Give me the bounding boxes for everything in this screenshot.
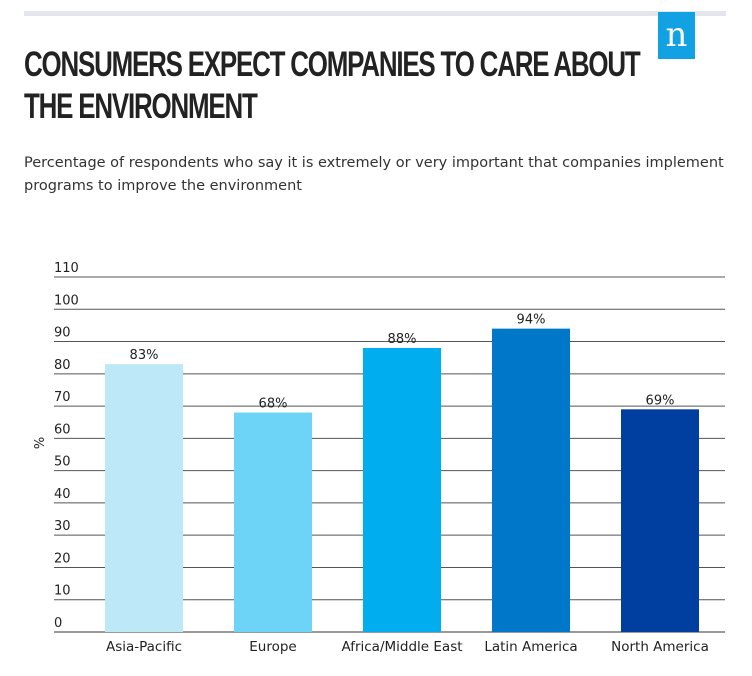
y-tick-label: 30 — [54, 519, 71, 534]
brand-logo: n — [658, 12, 695, 59]
data-label: 94% — [517, 313, 546, 328]
y-tick-label: 0 — [54, 616, 62, 631]
x-category-label: Europe — [249, 639, 296, 655]
y-tick-label: 110 — [54, 261, 79, 276]
bar — [492, 328, 570, 632]
y-tick-label: 40 — [54, 487, 71, 502]
data-labels: 83% 68% 88% 94% 69% — [130, 313, 675, 412]
bar — [363, 348, 441, 632]
y-tick-label: 60 — [54, 422, 71, 437]
y-tick-label: 20 — [54, 551, 71, 566]
x-category-label: North America — [611, 639, 709, 655]
chart-subtitle: Percentage of respondents who say it is … — [24, 155, 724, 194]
chart-title: CONSUMERS EXPECT COMPANIES TO CARE ABOUT… — [24, 45, 641, 126]
bars — [105, 328, 699, 632]
bar — [621, 409, 699, 632]
y-tick-label: 80 — [54, 358, 71, 373]
data-label: 88% — [388, 332, 417, 347]
x-category-label: Africa/Middle East — [341, 639, 462, 655]
y-tick-label: 10 — [54, 584, 71, 599]
y-axis-label: % — [33, 437, 48, 449]
data-label: 83% — [130, 348, 159, 363]
y-axis-ticks: 0 10 20 30 40 50 60 70 80 90 100 110 — [54, 261, 79, 631]
x-category-label: Asia-Pacific — [106, 639, 182, 655]
y-tick-label: 70 — [54, 390, 71, 405]
y-tick-label: 100 — [54, 293, 79, 308]
data-label: 68% — [259, 397, 288, 412]
y-tick-label: 90 — [54, 326, 71, 341]
x-category-label: Latin America — [484, 639, 577, 655]
bar — [234, 412, 312, 632]
y-tick-label: 50 — [54, 455, 71, 470]
data-label: 69% — [646, 393, 675, 408]
top-divider — [24, 11, 726, 16]
bar — [105, 364, 183, 632]
x-axis-categories: Asia-Pacific Europe Africa/Middle East Lati… — [106, 639, 709, 655]
